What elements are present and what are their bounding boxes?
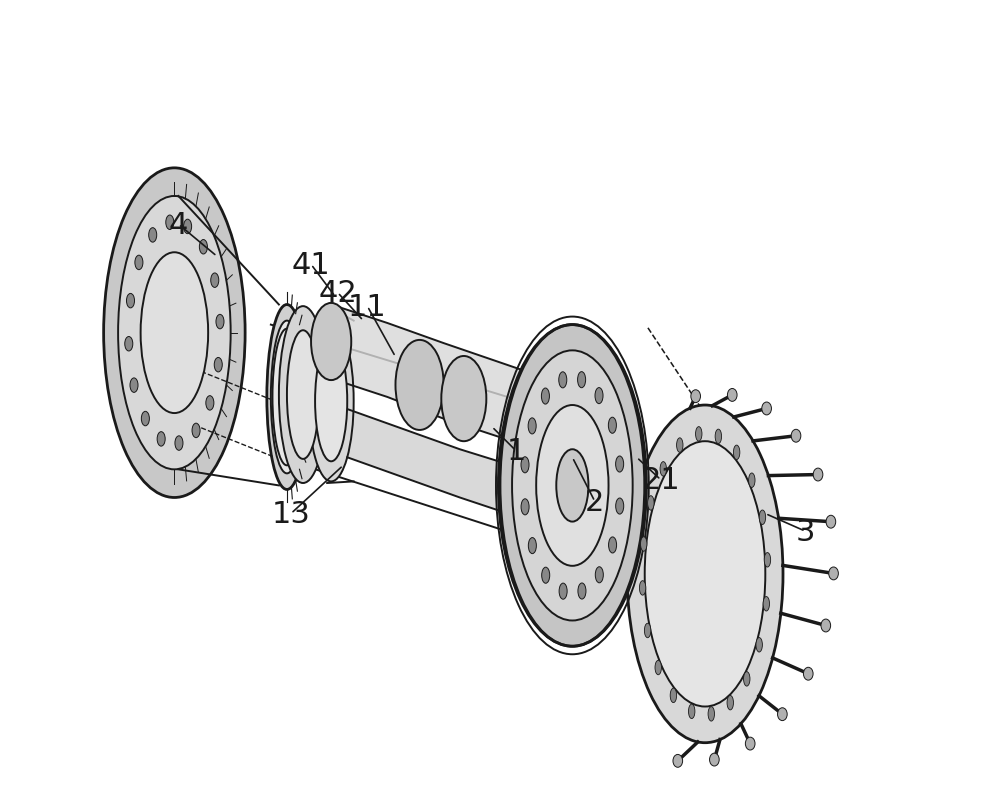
Ellipse shape bbox=[166, 216, 174, 230]
Ellipse shape bbox=[104, 169, 245, 498]
Ellipse shape bbox=[660, 462, 666, 476]
Text: 42: 42 bbox=[318, 279, 357, 308]
Ellipse shape bbox=[821, 619, 831, 632]
Ellipse shape bbox=[559, 373, 567, 389]
Ellipse shape bbox=[648, 496, 654, 511]
Ellipse shape bbox=[528, 538, 536, 554]
Text: 11: 11 bbox=[348, 292, 387, 321]
Ellipse shape bbox=[608, 418, 616, 434]
Ellipse shape bbox=[727, 695, 733, 710]
Ellipse shape bbox=[696, 427, 702, 442]
Ellipse shape bbox=[670, 688, 677, 703]
Text: 3: 3 bbox=[796, 517, 815, 546]
Ellipse shape bbox=[560, 389, 600, 467]
Ellipse shape bbox=[272, 329, 301, 466]
Ellipse shape bbox=[206, 396, 214, 410]
Ellipse shape bbox=[556, 450, 588, 522]
Ellipse shape bbox=[118, 197, 231, 470]
Ellipse shape bbox=[744, 672, 750, 687]
Ellipse shape bbox=[542, 568, 550, 584]
Ellipse shape bbox=[616, 456, 624, 472]
Ellipse shape bbox=[157, 432, 165, 446]
Ellipse shape bbox=[644, 623, 651, 638]
Ellipse shape bbox=[763, 597, 770, 611]
Ellipse shape bbox=[715, 430, 722, 444]
Ellipse shape bbox=[733, 446, 740, 460]
Ellipse shape bbox=[691, 390, 700, 403]
Polygon shape bbox=[331, 305, 580, 466]
Ellipse shape bbox=[803, 667, 813, 680]
Ellipse shape bbox=[175, 436, 183, 450]
Text: 2: 2 bbox=[585, 487, 605, 516]
Ellipse shape bbox=[311, 304, 351, 381]
Ellipse shape bbox=[125, 337, 133, 352]
Ellipse shape bbox=[149, 228, 157, 243]
Ellipse shape bbox=[764, 553, 771, 568]
Ellipse shape bbox=[267, 305, 307, 490]
Ellipse shape bbox=[677, 438, 683, 453]
Ellipse shape bbox=[521, 499, 529, 516]
Ellipse shape bbox=[279, 307, 327, 483]
Ellipse shape bbox=[184, 220, 192, 234]
Ellipse shape bbox=[521, 457, 529, 473]
Ellipse shape bbox=[595, 567, 603, 583]
Text: 41: 41 bbox=[292, 251, 330, 279]
Ellipse shape bbox=[609, 537, 617, 553]
Ellipse shape bbox=[710, 753, 719, 766]
Ellipse shape bbox=[791, 430, 801, 442]
Ellipse shape bbox=[214, 358, 222, 373]
Ellipse shape bbox=[749, 474, 755, 488]
Ellipse shape bbox=[627, 406, 783, 743]
Ellipse shape bbox=[655, 660, 661, 675]
Ellipse shape bbox=[616, 499, 624, 515]
Ellipse shape bbox=[688, 704, 695, 719]
Ellipse shape bbox=[126, 294, 135, 308]
Text: 21: 21 bbox=[641, 466, 680, 495]
Ellipse shape bbox=[395, 340, 444, 430]
Ellipse shape bbox=[673, 755, 683, 768]
Ellipse shape bbox=[199, 240, 207, 255]
Ellipse shape bbox=[578, 372, 586, 388]
Polygon shape bbox=[347, 410, 576, 534]
Ellipse shape bbox=[192, 424, 200, 438]
Ellipse shape bbox=[595, 388, 603, 404]
Ellipse shape bbox=[536, 406, 609, 566]
Ellipse shape bbox=[441, 357, 486, 442]
Ellipse shape bbox=[498, 325, 646, 646]
Ellipse shape bbox=[641, 537, 647, 552]
Text: 4: 4 bbox=[169, 210, 188, 239]
Ellipse shape bbox=[512, 351, 633, 621]
Ellipse shape bbox=[578, 583, 586, 599]
Ellipse shape bbox=[315, 341, 347, 462]
Ellipse shape bbox=[287, 331, 319, 459]
Ellipse shape bbox=[745, 737, 755, 750]
Ellipse shape bbox=[727, 389, 737, 402]
Ellipse shape bbox=[130, 378, 138, 393]
Ellipse shape bbox=[639, 581, 646, 595]
Ellipse shape bbox=[759, 511, 766, 525]
Ellipse shape bbox=[135, 256, 143, 271]
Text: 1: 1 bbox=[506, 437, 526, 466]
Ellipse shape bbox=[141, 253, 208, 414]
Ellipse shape bbox=[541, 389, 549, 405]
Ellipse shape bbox=[528, 418, 536, 434]
Ellipse shape bbox=[645, 442, 765, 707]
Ellipse shape bbox=[778, 708, 787, 721]
Ellipse shape bbox=[216, 315, 224, 329]
Ellipse shape bbox=[762, 402, 771, 415]
Ellipse shape bbox=[826, 516, 836, 528]
Ellipse shape bbox=[559, 584, 567, 600]
Ellipse shape bbox=[813, 468, 823, 481]
Ellipse shape bbox=[271, 321, 303, 474]
Ellipse shape bbox=[141, 412, 149, 426]
Ellipse shape bbox=[211, 274, 219, 288]
Ellipse shape bbox=[708, 707, 714, 721]
Ellipse shape bbox=[309, 321, 354, 482]
Ellipse shape bbox=[756, 638, 762, 652]
Ellipse shape bbox=[829, 567, 838, 580]
Text: 13: 13 bbox=[272, 499, 310, 528]
